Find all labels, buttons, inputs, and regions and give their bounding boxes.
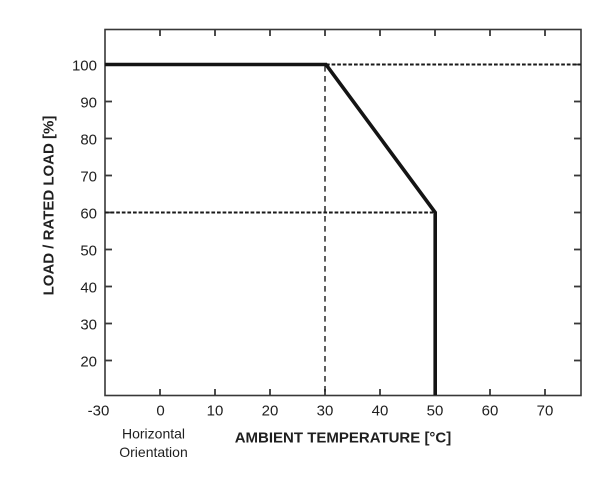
svg-text:AMBIENT TEMPERATURE [°C]: AMBIENT TEMPERATURE [°C] [235,430,452,447]
svg-text:30: 30 [317,403,334,420]
svg-text:LOAD / RATED LOAD [%]: LOAD / RATED LOAD [%] [41,116,58,296]
svg-text:50: 50 [427,403,444,420]
svg-text:Orientation: Orientation [119,444,187,460]
svg-text:40: 40 [80,280,97,297]
svg-text:0: 0 [156,403,164,420]
svg-text:70: 70 [537,403,554,420]
svg-text:60: 60 [482,403,499,420]
svg-text:40: 40 [372,403,389,420]
svg-text:-30: -30 [88,403,110,420]
svg-text:Horizontal: Horizontal [122,426,185,442]
svg-text:100: 100 [72,58,97,75]
svg-text:30: 30 [80,317,97,334]
svg-text:10: 10 [207,403,224,420]
svg-text:20: 20 [80,354,97,371]
svg-text:50: 50 [80,243,97,260]
svg-text:90: 90 [80,95,97,112]
svg-text:70: 70 [80,169,97,186]
svg-text:60: 60 [80,206,97,223]
svg-text:80: 80 [80,132,97,149]
svg-text:20: 20 [262,403,279,420]
